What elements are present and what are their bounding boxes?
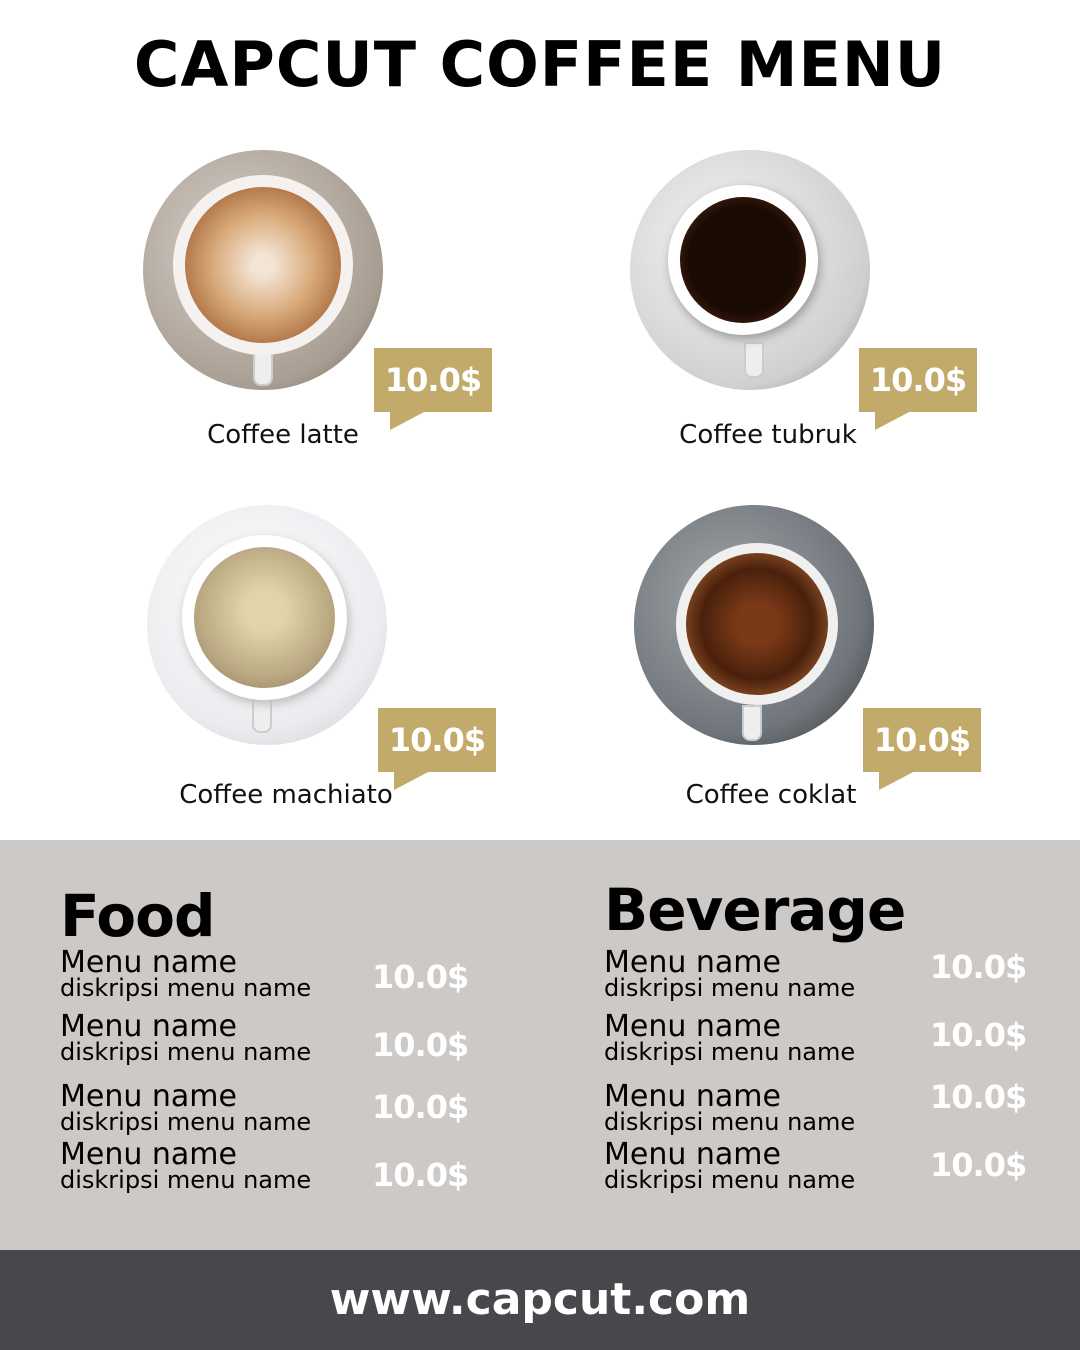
menu-item-name: Menu name xyxy=(60,1009,237,1044)
item-name: Coffee coklat xyxy=(685,780,857,810)
price-tag: 10.0$ xyxy=(378,708,496,790)
menu-item-description: diskripsi menu name xyxy=(60,1166,312,1194)
menu-item-name: Menu name xyxy=(60,945,237,980)
menu-item-price: 10.0$ xyxy=(372,1088,469,1126)
beverage-heading: Beverage xyxy=(604,876,906,944)
menu-item-name: Menu name xyxy=(604,945,781,980)
menu-item-description: diskripsi menu name xyxy=(604,974,856,1002)
food-heading: Food xyxy=(60,882,215,950)
menu-list-panel xyxy=(0,840,1080,1250)
coffee-machiato-image xyxy=(147,505,387,745)
menu-item-name: Menu name xyxy=(604,1009,781,1044)
menu-item-description: diskripsi menu name xyxy=(604,1166,856,1194)
menu-item-price: 10.0$ xyxy=(930,1078,1027,1116)
menu-item-price: 10.0$ xyxy=(930,1016,1027,1054)
menu-item-name: Menu name xyxy=(604,1079,781,1114)
menu-item-price: 10.0$ xyxy=(930,948,1027,986)
item-name: Coffee latte xyxy=(207,420,359,450)
menu-item-price: 10.0$ xyxy=(930,1146,1027,1184)
price-tag: 10.0$ xyxy=(863,708,981,790)
item-name: Coffee tubruk xyxy=(679,420,857,450)
menu-item-description: diskripsi menu name xyxy=(604,1108,856,1136)
price-tag: 10.0$ xyxy=(374,348,492,430)
price-tag: 10.0$ xyxy=(859,348,977,430)
menu-item-price: 10.0$ xyxy=(372,958,469,996)
coffee-latte-image xyxy=(143,150,383,390)
coffee-tubruk-image xyxy=(630,150,870,390)
coffee-coklat-image xyxy=(634,505,874,745)
menu-item-description: diskripsi menu name xyxy=(60,1108,312,1136)
item-name: Coffee machiato xyxy=(179,780,393,810)
menu-item-description: diskripsi menu name xyxy=(60,1038,312,1066)
menu-item-name: Menu name xyxy=(60,1079,237,1114)
website-footer: www.capcut.com xyxy=(0,1250,1080,1350)
menu-item-name: Menu name xyxy=(60,1137,237,1172)
menu-item-price: 10.0$ xyxy=(372,1026,469,1064)
menu-item-description: diskripsi menu name xyxy=(60,974,312,1002)
menu-item-name: Menu name xyxy=(604,1137,781,1172)
menu-item-price: 10.0$ xyxy=(372,1156,469,1194)
menu-item-description: diskripsi menu name xyxy=(604,1038,856,1066)
page-title: CAPCUT COFFEE MENU xyxy=(133,28,947,101)
